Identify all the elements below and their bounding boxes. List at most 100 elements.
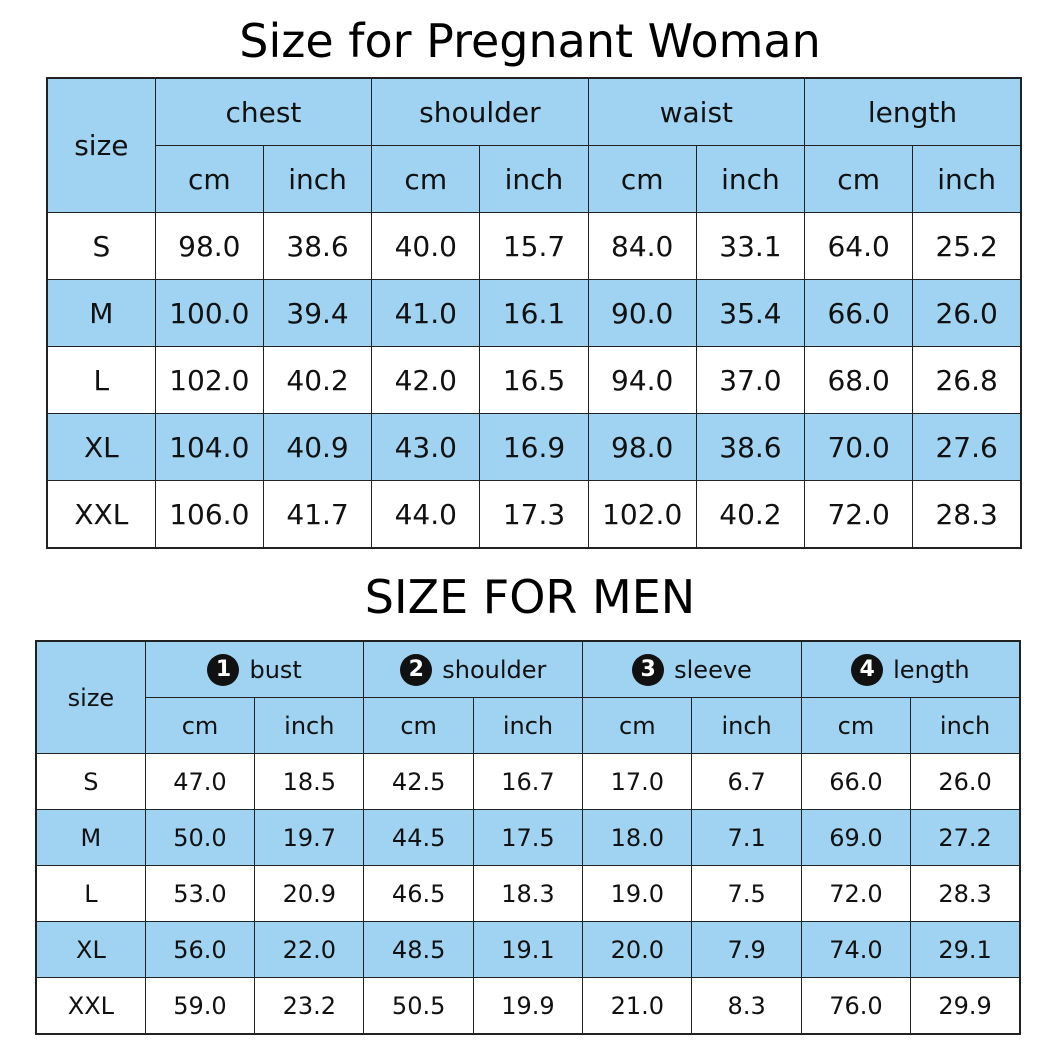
men-group-header: 4 length	[800, 640, 1021, 698]
value-cell: 98.0	[587, 413, 697, 481]
value-cell: 33.1	[695, 212, 806, 280]
value-cell: 68.0	[804, 346, 914, 414]
value-cell: 40.0	[371, 212, 481, 280]
value-cell: 18.3	[472, 865, 584, 922]
men-table-title: SIZE FOR MEN	[364, 570, 696, 624]
value-cell: 28.3	[910, 865, 1021, 922]
size-cell: S	[35, 753, 146, 810]
value-cell: 40.2	[695, 480, 806, 549]
value-cell: 35.4	[695, 279, 806, 347]
value-cell: 66.0	[800, 753, 912, 810]
table-row: XXL 106.0 41.7 44.0 17.3 102.0 40.2 72.0 28.3	[46, 480, 1022, 549]
value-cell: 74.0	[800, 921, 912, 978]
women-unit-header-row: cm inch cm inch cm inch cm inch	[47, 145, 1022, 213]
value-cell: 6.7	[691, 753, 802, 810]
size-cell: S	[46, 212, 156, 280]
value-cell: 72.0	[804, 480, 914, 549]
value-cell: 90.0	[587, 279, 697, 347]
table-row: XL 56.0 22.0 48.5 19.1 20.0 7.9 74.0 29.1	[35, 921, 1021, 978]
value-cell: 26.0	[910, 753, 1021, 810]
women-group-header: shoulder	[371, 77, 589, 146]
value-cell: 66.0	[804, 279, 914, 347]
unit-header: inch	[472, 697, 584, 754]
table-row: L 53.0 20.9 46.5 18.3 19.0 7.5 72.0 28.3	[35, 865, 1021, 922]
value-cell: 19.7	[254, 809, 365, 866]
size-cell: XXL	[46, 480, 156, 549]
women-size-header: size	[46, 77, 156, 213]
size-cell: XL	[46, 413, 156, 481]
value-cell: 38.6	[262, 212, 373, 280]
value-cell: 69.0	[800, 809, 912, 866]
men-group-label: length	[893, 655, 970, 684]
table-row: S 47.0 18.5 42.5 16.7 17.0 6.7 66.0 26.0	[35, 753, 1021, 810]
women-group-header: waist	[587, 77, 806, 146]
women-table-title: Size for Pregnant Woman	[239, 14, 821, 68]
value-cell: 84.0	[587, 212, 697, 280]
men-group-header-row: size 1 bust 2 shoulder 3 sleeve 4 length	[35, 640, 1021, 754]
value-cell: 18.5	[254, 753, 365, 810]
unit-header: cm	[154, 145, 264, 213]
value-cell: 7.5	[691, 865, 802, 922]
unit-header: cm	[371, 145, 481, 213]
value-cell: 48.5	[363, 921, 474, 978]
unit-header: inch	[910, 697, 1021, 754]
value-cell: 94.0	[587, 346, 697, 414]
size-cell: XL	[35, 921, 146, 978]
value-cell: 38.6	[695, 413, 806, 481]
value-cell: 17.0	[582, 753, 693, 810]
value-cell: 47.0	[144, 753, 256, 810]
value-cell: 26.0	[912, 279, 1022, 347]
size-cell: XXL	[35, 977, 146, 1035]
value-cell: 42.5	[363, 753, 474, 810]
value-cell: 44.0	[371, 480, 481, 549]
size-cell: M	[46, 279, 156, 347]
size-cell: L	[35, 865, 146, 922]
unit-header: cm	[363, 697, 474, 754]
unit-header: inch	[695, 145, 806, 213]
men-group-header: 1 bust	[144, 640, 365, 698]
unit-header: cm	[582, 697, 693, 754]
value-cell: 8.3	[691, 977, 802, 1035]
value-cell: 28.3	[912, 480, 1022, 549]
value-cell: 20.0	[582, 921, 693, 978]
men-unit-header-row: cm inch cm inch cm inch cm inch	[36, 697, 1021, 754]
table-row: L 102.0 40.2 42.0 16.5 94.0 37.0 68.0 26.8	[46, 346, 1022, 414]
table-row: S 98.0 38.6 40.0 15.7 84.0 33.1 64.0 25.2	[46, 212, 1022, 280]
value-cell: 15.7	[479, 212, 589, 280]
value-cell: 44.5	[363, 809, 474, 866]
value-cell: 16.1	[479, 279, 589, 347]
value-cell: 104.0	[154, 413, 264, 481]
value-cell: 16.9	[479, 413, 589, 481]
size-cell: M	[35, 809, 146, 866]
value-cell: 18.0	[582, 809, 693, 866]
value-cell: 19.0	[582, 865, 693, 922]
men-size-header: size	[35, 640, 146, 754]
value-cell: 20.9	[254, 865, 365, 922]
value-cell: 19.9	[472, 977, 584, 1035]
value-cell: 17.5	[472, 809, 584, 866]
value-cell: 29.1	[910, 921, 1021, 978]
value-cell: 59.0	[144, 977, 256, 1035]
table-row: M 100.0 39.4 41.0 16.1 90.0 35.4 66.0 26.0	[46, 279, 1022, 347]
value-cell: 16.7	[472, 753, 584, 810]
number-1-icon: 1	[207, 653, 240, 686]
value-cell: 37.0	[695, 346, 806, 414]
value-cell: 46.5	[363, 865, 474, 922]
women-group-header: chest	[154, 77, 373, 146]
value-cell: 7.1	[691, 809, 802, 866]
unit-header: inch	[262, 145, 373, 213]
value-cell: 98.0	[154, 212, 264, 280]
men-group-header: 3 sleeve	[582, 640, 802, 698]
men-group-header: 2 shoulder	[363, 640, 584, 698]
unit-header: cm	[804, 145, 914, 213]
value-cell: 16.5	[479, 346, 589, 414]
value-cell: 41.0	[371, 279, 481, 347]
value-cell: 70.0	[804, 413, 914, 481]
value-cell: 102.0	[587, 480, 697, 549]
unit-header: cm	[587, 145, 697, 213]
value-cell: 22.0	[254, 921, 365, 978]
value-cell: 25.2	[912, 212, 1022, 280]
value-cell: 50.0	[144, 809, 256, 866]
value-cell: 23.2	[254, 977, 365, 1035]
value-cell: 42.0	[371, 346, 481, 414]
